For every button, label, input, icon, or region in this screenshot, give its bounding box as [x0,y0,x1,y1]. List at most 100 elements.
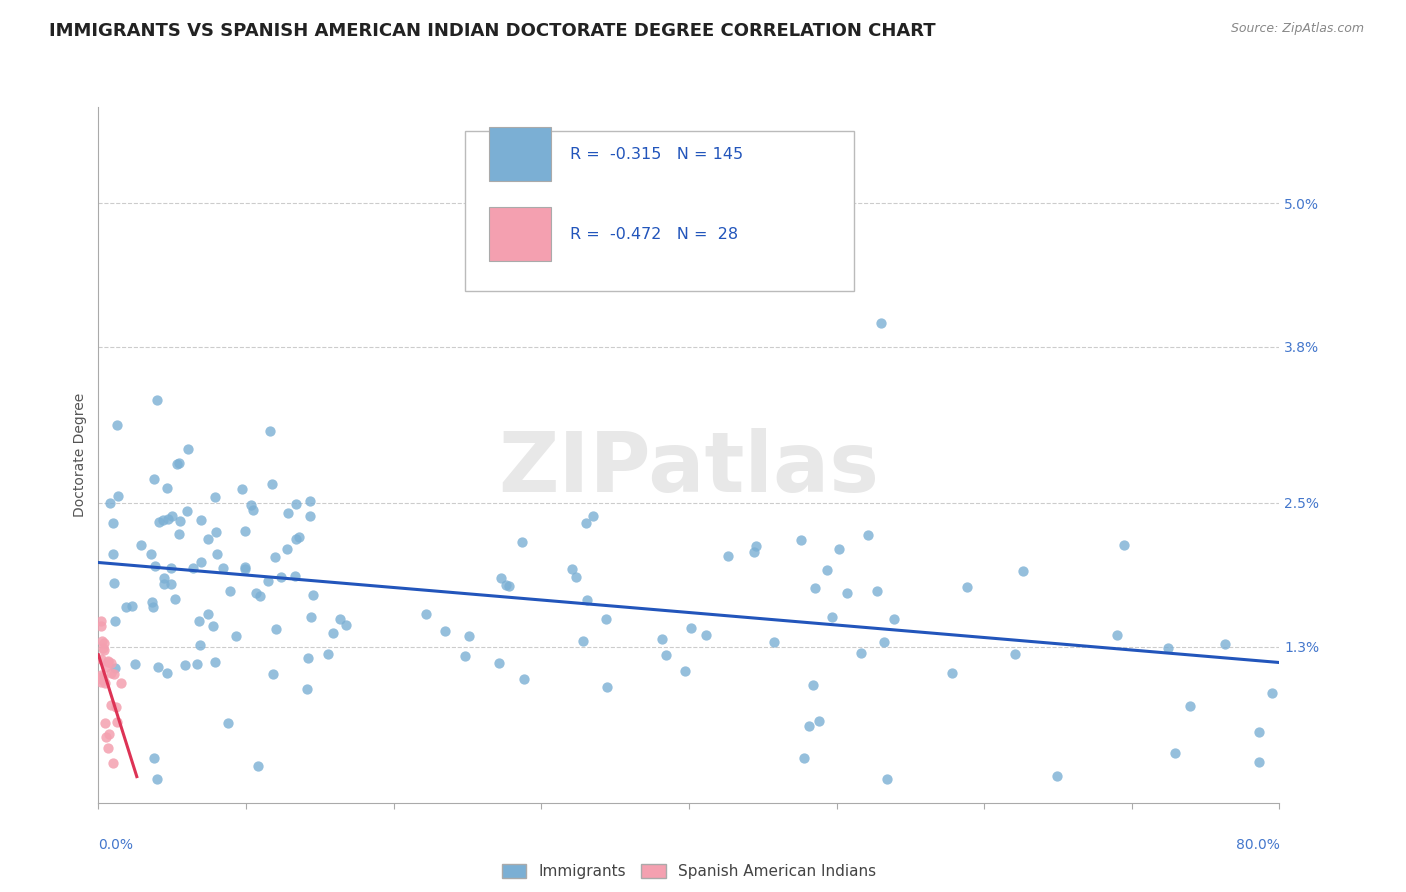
Point [287,530,309,544]
Point [97,656,120,670]
Point [105,714,128,729]
Y-axis label: Doctorate Degree: Doctorate Degree [73,392,87,517]
Point [285,497,308,511]
Point [148,515,170,529]
Point [163,592,186,607]
Point [225,629,247,643]
Point [176,504,198,518]
Point [219,584,242,599]
Point [489,571,512,585]
Point [242,503,264,517]
Point [190,555,212,569]
Point [152,577,174,591]
Point [202,619,225,633]
Point [762,635,785,649]
Point [851,646,873,660]
Point [495,578,517,592]
Point [576,593,599,607]
Point [415,607,437,622]
Point [1180,699,1202,714]
Legend: Immigrants, Spanish American Indians: Immigrants, Spanish American Indians [496,858,882,886]
Point [167,527,190,541]
Point [512,672,534,686]
FancyBboxPatch shape [464,131,855,292]
Point [295,681,318,696]
Point [575,516,598,530]
Text: IMMIGRANTS VS SPANISH AMERICAN INDIAN DOCTORATE DEGREE CORRELATION CHART: IMMIGRANTS VS SPANISH AMERICAN INDIAN DO… [49,22,936,40]
Point [276,541,298,556]
Point [941,666,963,681]
Point [143,558,166,573]
Point [873,635,896,649]
Point [876,772,898,786]
Point [956,580,979,594]
Point [141,595,163,609]
Point [100,656,122,670]
Point [801,678,824,692]
Point [90,672,112,686]
Point [91,672,114,686]
Point [98,727,121,741]
Point [101,516,124,531]
Text: 0.0%: 0.0% [98,838,134,853]
Point [488,656,510,670]
Point [103,547,125,561]
Point [1261,686,1284,700]
Point [156,512,179,526]
Point [249,589,271,603]
Point [110,676,132,690]
Point [197,533,219,547]
Point [160,509,183,524]
Point [277,507,299,521]
Point [90,614,112,628]
Point [205,524,228,539]
Point [742,545,765,559]
Point [188,638,211,652]
Point [1247,756,1270,770]
Point [804,581,827,595]
Point [565,570,588,584]
Point [145,772,167,786]
Text: Source: ZipAtlas.com: Source: ZipAtlas.com [1230,22,1364,36]
Point [1012,565,1035,579]
Point [197,607,219,621]
Point [716,549,738,563]
Point [107,489,129,503]
Point [98,496,121,510]
Point [266,622,288,636]
Point [156,665,179,680]
Point [744,539,766,553]
Point [329,612,352,626]
Point [90,675,112,690]
Point [302,588,325,602]
Point [673,664,696,678]
Point [679,621,702,635]
Point [159,576,181,591]
Point [100,665,122,680]
Point [793,750,815,764]
Point [188,614,211,628]
Point [93,642,115,657]
Point [572,634,595,648]
Point [93,716,115,731]
Point [105,417,128,432]
Point [96,730,118,744]
Point [239,498,262,512]
Point [90,619,112,633]
Point [262,666,284,681]
Point [797,719,820,733]
Point [90,667,112,681]
Point [322,625,344,640]
Point [335,618,357,632]
Point [654,648,676,662]
Point [143,472,166,486]
Point [204,490,226,504]
Point [1004,647,1026,661]
Point [169,514,191,528]
Point [124,657,146,671]
Point [284,533,307,547]
Point [141,547,163,561]
Point [1164,746,1187,760]
Point [837,585,859,599]
Point [869,316,891,330]
